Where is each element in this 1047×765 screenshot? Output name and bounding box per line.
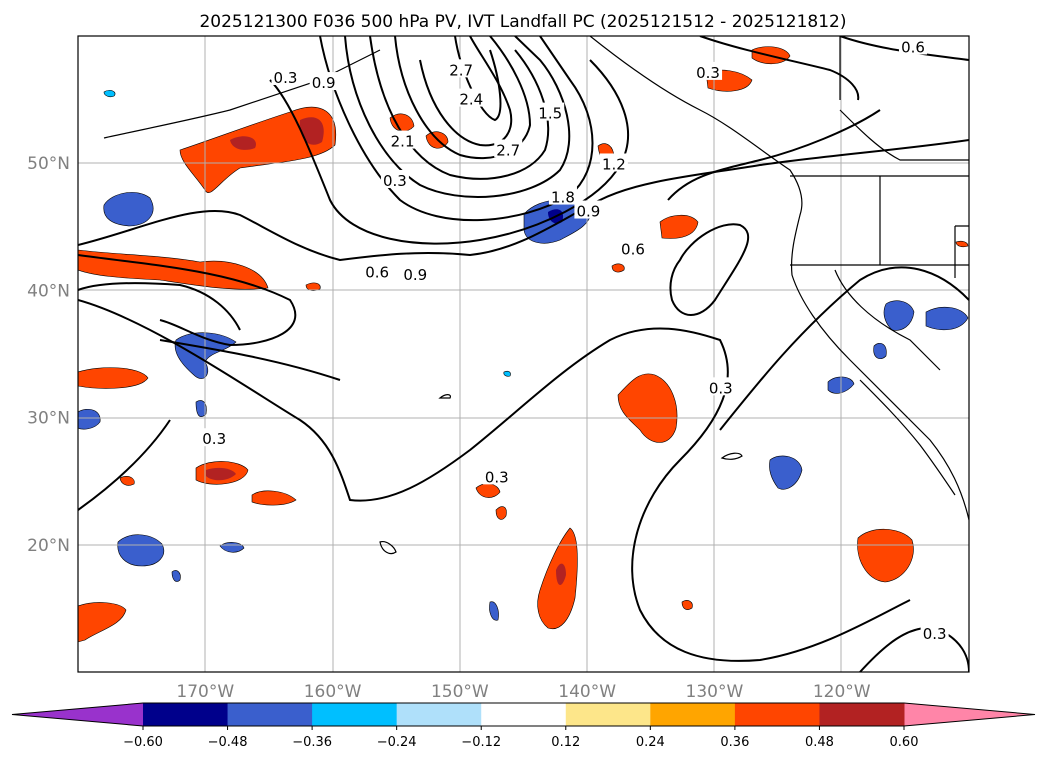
colorbar-segment: [143, 703, 229, 726]
contour-label-bg: [920, 622, 949, 641]
contour-label: 0.3: [274, 69, 298, 87]
colorbar-tick-label: −0.12: [461, 735, 501, 750]
colorbar-extend-high: [904, 703, 1035, 726]
colorbar-tick-label: −0.48: [208, 735, 248, 750]
contour-label: 0.3: [696, 64, 720, 82]
contour-label: 0.9: [576, 203, 600, 221]
contour-label-bg: [898, 36, 927, 55]
colorbar-segment: [650, 703, 736, 726]
contour-label: 0.6: [621, 241, 645, 259]
contour-label-bg: [271, 66, 300, 85]
contour-labels: 0.6 0.6 0.6 0.9 0.9 0.9 0.3 0.3 0.3 0.3 0.3 0.3 0.3 1…: [200, 36, 949, 643]
contour-label-bg: [574, 200, 603, 219]
contour-label: 2.1: [391, 133, 415, 151]
colorbar: −0.60 −0.48 −0.36 −0.24 −0.12 0.12 0.24 0.36 0.4…: [11, 702, 1036, 750]
y-tick-label: 40°N: [27, 281, 70, 301]
contour-label-bg: [363, 261, 392, 280]
contour-label: 1.5: [538, 105, 562, 123]
colorbar-segment: [312, 703, 398, 726]
y-tick-label: 50°N: [27, 154, 70, 174]
colorbar-tick-label: 0.48: [805, 735, 834, 750]
chart-title: 2025121300 F036 500 hPa PV, IVT Landfall…: [199, 12, 846, 32]
x-tick-label: 170°W: [176, 682, 234, 702]
x-tick-label: 160°W: [304, 682, 362, 702]
contour-label: 0.3: [485, 468, 509, 486]
x-tick-labels: 170°W 160°W 150°W 140°W 130°W 120°W: [176, 682, 870, 702]
contour-label: 0.6: [901, 38, 925, 56]
colorbar-tick-label: 0.36: [720, 735, 749, 750]
contour-label: 0.3: [923, 625, 947, 643]
contour-label: 0.3: [202, 430, 226, 448]
x-tick-label: 140°W: [558, 682, 616, 702]
colorbar-tick-label: −0.60: [123, 735, 163, 750]
contour-label-bg: [447, 59, 476, 78]
colorbar-tick-label: −0.36: [292, 735, 332, 750]
contour-label: 0.3: [709, 379, 733, 397]
colorbar-tick-label: −0.24: [377, 735, 417, 750]
contour-label-bg: [309, 72, 338, 91]
colorbar-extend-low: [12, 703, 143, 726]
colorbar-segment: [396, 703, 482, 726]
x-tick-label: 120°W: [813, 682, 871, 702]
map-border: [77, 35, 970, 673]
y-tick-label: 30°N: [27, 409, 70, 429]
contour-label-bg: [200, 428, 229, 447]
colorbar-segment: [819, 703, 905, 726]
contour-label: 2.7: [449, 61, 473, 79]
contour-label-bg: [548, 186, 577, 205]
contour-label: 0.3: [383, 172, 407, 190]
graticule: [78, 36, 969, 672]
contour-label-bg: [388, 130, 417, 149]
shaded-negative-regions: [78, 90, 969, 621]
contour-label: 0.6: [365, 264, 389, 282]
contour-label-bg: [599, 153, 628, 172]
contour-label: 2.4: [459, 91, 483, 109]
contour-label: 1.8: [551, 189, 575, 207]
contour-label: 2.7: [496, 141, 520, 159]
colorbar-tick-label: 0.12: [551, 735, 580, 750]
contour-label-bg: [494, 139, 523, 158]
contour-label-bg: [694, 61, 723, 80]
colorbar-tick-label: 0.24: [636, 735, 665, 750]
contour-label: 1.2: [602, 155, 626, 173]
colorbar-segment: [734, 703, 820, 726]
contour-label-bg: [536, 102, 565, 121]
colorbar-segment: [227, 703, 313, 726]
contour-label-bg: [706, 377, 735, 396]
x-tick-label: 130°W: [686, 682, 744, 702]
y-tick-labels: 20°N 30°N 40°N 50°N: [27, 154, 70, 556]
contour-label-bg: [618, 238, 647, 257]
contour-label-bg: [380, 170, 409, 189]
colorbar-segment: [481, 703, 567, 726]
x-tick-label: 150°W: [431, 682, 489, 702]
y-tick-label: 20°N: [27, 536, 70, 556]
coastlines: [103, 36, 969, 555]
contour-label-bg: [482, 466, 511, 485]
shaded-positive-regions: [78, 46, 969, 643]
contour-label: 0.9: [312, 74, 336, 92]
contour-label: 0.9: [403, 266, 427, 284]
contour-label-bg: [457, 88, 486, 107]
colorbar-segment: [565, 703, 651, 726]
contour-label-bg: [401, 264, 430, 283]
colorbar-tick-label: 0.60: [890, 735, 919, 750]
